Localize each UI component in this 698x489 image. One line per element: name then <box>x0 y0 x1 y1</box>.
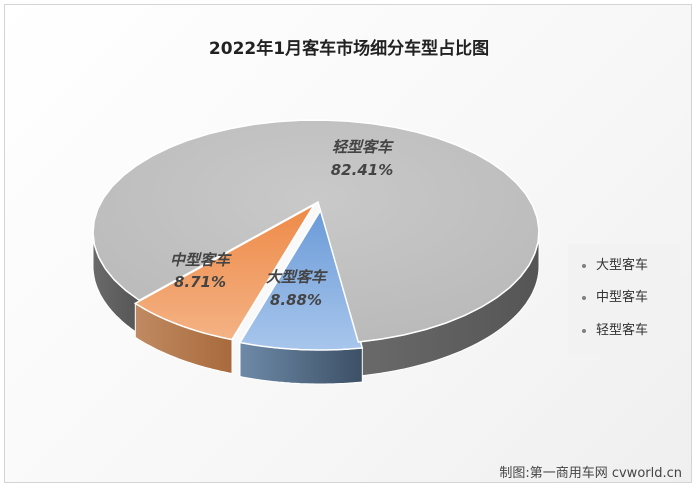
legend-label: 轻型客车 <box>596 323 649 338</box>
legend-item-medium-bus: 中型客车 <box>582 288 648 308</box>
legend-label: 中型客车 <box>596 290 649 305</box>
pie-slice-medium-bus <box>133 202 317 341</box>
slice-label-medium-bus: 中型客车 <box>170 251 232 269</box>
slice-label-large-bus: 大型客车 <box>266 268 328 286</box>
legend-marker <box>582 263 586 268</box>
legend-item-large-bus: 大型客车 <box>582 256 648 276</box>
legend-marker <box>582 295 586 300</box>
legend-item-light-bus: 轻型客车 <box>582 321 648 341</box>
legend-label: 大型客车 <box>596 258 649 273</box>
slice-value-medium-bus: 8.71% <box>174 273 226 291</box>
slice-value-large-bus: 8.88% <box>270 291 322 309</box>
slice-label-light-bus: 轻型客车 <box>332 138 394 156</box>
chart-legend: 大型客车 中型客车 轻型客车 <box>568 244 680 354</box>
chart-credit: 制图:第一商用车网 cvworld.cn <box>499 466 682 481</box>
slice-value-light-bus: 82.41% <box>331 161 393 179</box>
pie-slice-light-bus <box>92 119 540 343</box>
legend-marker <box>582 328 586 333</box>
chart-title: 2022年1月客车市场细分车型占比图 <box>208 39 490 59</box>
